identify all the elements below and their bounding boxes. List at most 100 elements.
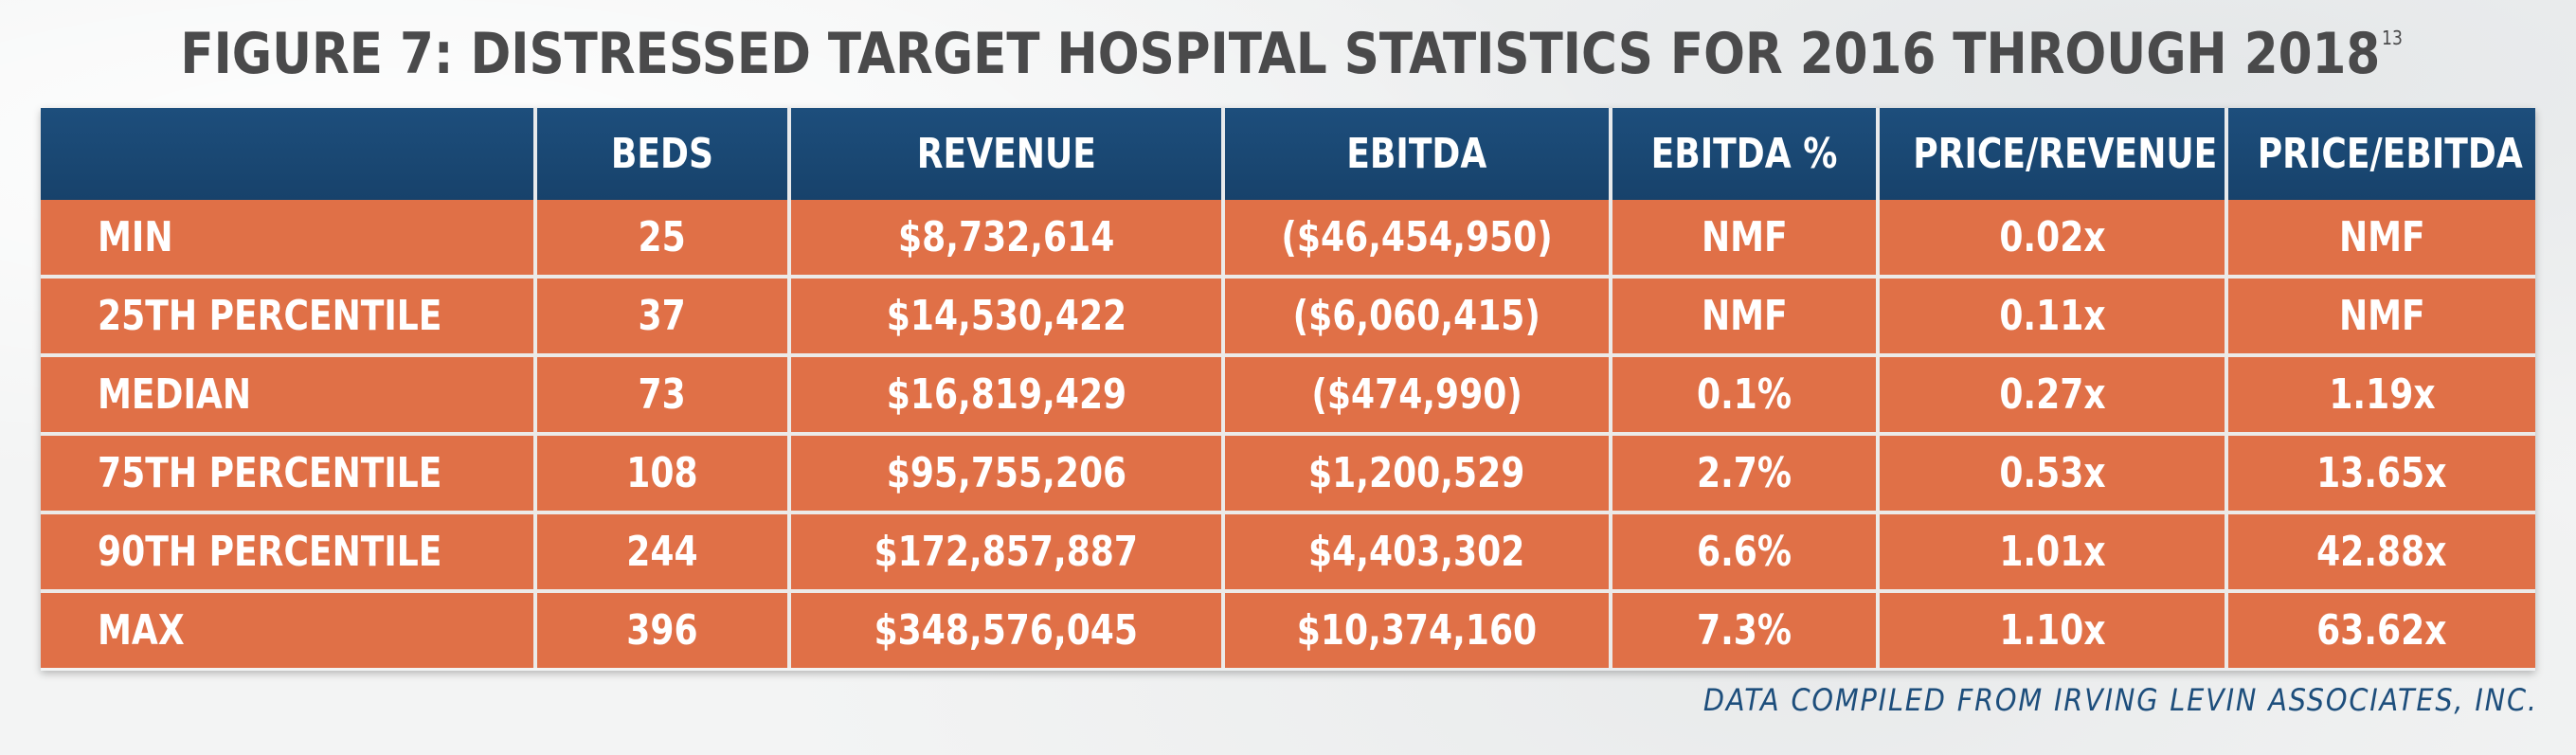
- revenue-cell: $348,576,045: [787, 589, 1223, 668]
- price-revenue-cell: 0.53x: [1876, 432, 2226, 512]
- cell-value: 0.27x: [1998, 370, 2106, 419]
- price-ebitda-cell: NMF: [2225, 275, 2535, 355]
- cell-value: 396: [626, 606, 698, 655]
- cell-value: 1.19x: [2328, 370, 2436, 419]
- cell-value: NMF: [2338, 292, 2425, 340]
- cell-value: 108: [626, 449, 698, 497]
- beds-cell: 396: [533, 589, 789, 668]
- cell-value: 13.65x: [2316, 449, 2447, 497]
- row-label: 25TH PERCENTILE: [98, 292, 442, 340]
- row-label: MEDIAN: [98, 370, 252, 419]
- ebitda-cell: $1,200,529: [1221, 432, 1611, 512]
- table-header: BEDS REVENUE EBITDA EBITDA % PRICE/REVEN…: [41, 108, 2535, 200]
- cell-value: 0.1%: [1696, 370, 1792, 419]
- header-cell-ebitda-percent: EBITDA %: [1609, 108, 1878, 200]
- ebitda-cell: ($46,454,950): [1221, 200, 1611, 277]
- statistics-table: BEDS REVENUE EBITDA EBITDA % PRICE/REVEN…: [41, 108, 2535, 668]
- row-label: 90TH PERCENTILE: [98, 528, 442, 576]
- beds-cell: 244: [533, 511, 789, 591]
- source-credit: DATA COMPILED FROM IRVING LEVIN ASSOCIAT…: [1703, 682, 2538, 718]
- revenue-cell: $8,732,614: [787, 200, 1223, 277]
- ebitda-percent-cell: NMF: [1609, 275, 1878, 355]
- price-revenue-cell: 1.10x: [1876, 589, 2226, 668]
- cell-value: 0.11x: [1998, 292, 2106, 340]
- price-ebitda-cell: 13.65x: [2225, 432, 2535, 512]
- cell-value: $4,403,302: [1308, 528, 1525, 576]
- cell-value: ($46,454,950): [1281, 213, 1553, 261]
- statistics-table-container: BEDS REVENUE EBITDA EBITDA % PRICE/REVEN…: [41, 108, 2535, 671]
- cell-value: $348,576,045: [874, 606, 1139, 655]
- price-revenue-cell: 0.11x: [1876, 275, 2226, 355]
- header-label: REVENUE: [916, 130, 1096, 178]
- ebitda-percent-cell: 6.6%: [1609, 511, 1878, 591]
- revenue-cell: $14,530,422: [787, 275, 1223, 355]
- cell-value: $172,857,887: [874, 528, 1139, 576]
- cell-value: ($6,060,415): [1292, 292, 1541, 340]
- row-label-cell: 75TH PERCENTILE: [41, 432, 535, 512]
- cell-value: $1,200,529: [1308, 449, 1525, 497]
- ebitda-cell: $10,374,160: [1221, 589, 1611, 668]
- beds-cell: 73: [533, 353, 789, 434]
- cell-value: 7.3%: [1696, 606, 1792, 655]
- cell-value: 1.01x: [1998, 528, 2106, 576]
- revenue-cell: $95,755,206: [787, 432, 1223, 512]
- row-label-cell: 90TH PERCENTILE: [41, 511, 535, 591]
- beds-cell: 25: [533, 200, 789, 277]
- figure-title-text: FIGURE 7: DISTRESSED TARGET HOSPITAL STA…: [180, 21, 2381, 87]
- cell-value: 1.10x: [1998, 606, 2106, 655]
- cell-value: 37: [638, 292, 687, 340]
- header-label: PRICE/REVENUE: [1913, 130, 2218, 178]
- header-label: EBITDA: [1346, 130, 1487, 178]
- revenue-cell: $16,819,429: [787, 353, 1223, 434]
- cell-value: $10,374,160: [1296, 606, 1538, 655]
- table-body: MIN 25 $8,732,614 ($46,454,950) NMF 0.02…: [41, 200, 2535, 668]
- table-row: MIN 25 $8,732,614 ($46,454,950) NMF 0.02…: [41, 200, 2535, 277]
- header-cell-beds: BEDS: [533, 108, 789, 200]
- cell-value: 42.88x: [2316, 528, 2447, 576]
- price-revenue-cell: 0.02x: [1876, 200, 2226, 277]
- beds-cell: 108: [533, 432, 789, 512]
- row-label-cell: MEDIAN: [41, 353, 535, 434]
- header-label: BEDS: [610, 130, 714, 178]
- price-ebitda-cell: 1.19x: [2225, 353, 2535, 434]
- cell-value: $8,732,614: [897, 213, 1115, 261]
- header-row: BEDS REVENUE EBITDA EBITDA % PRICE/REVEN…: [41, 108, 2535, 200]
- ebitda-percent-cell: NMF: [1609, 200, 1878, 277]
- cell-value: $95,755,206: [886, 449, 1126, 497]
- header-label: PRICE/EBITDA: [2257, 130, 2523, 178]
- price-ebitda-cell: 42.88x: [2225, 511, 2535, 591]
- cell-value: 6.6%: [1696, 528, 1792, 576]
- ebitda-percent-cell: 0.1%: [1609, 353, 1878, 434]
- table-row: MAX 396 $348,576,045 $10,374,160 7.3% 1.…: [41, 589, 2535, 668]
- cell-value: 63.62x: [2316, 606, 2447, 655]
- table-row: 75TH PERCENTILE 108 $95,755,206 $1,200,5…: [41, 432, 2535, 512]
- row-label-cell: MAX: [41, 589, 535, 668]
- header-cell-revenue: REVENUE: [787, 108, 1223, 200]
- price-ebitda-cell: 63.62x: [2225, 589, 2535, 668]
- price-revenue-cell: 1.01x: [1876, 511, 2226, 591]
- ebitda-cell: $4,403,302: [1221, 511, 1611, 591]
- table-row: MEDIAN 73 $16,819,429 ($474,990) 0.1% 0.…: [41, 353, 2535, 434]
- cell-value: $16,819,429: [886, 370, 1126, 419]
- header-label: EBITDA %: [1650, 130, 1838, 178]
- header-cell-ebitda: EBITDA: [1221, 108, 1611, 200]
- header-cell-price-ebitda: PRICE/EBITDA: [2225, 108, 2535, 200]
- cell-value: 0.53x: [1998, 449, 2106, 497]
- price-revenue-cell: 0.27x: [1876, 353, 2226, 434]
- row-label: MIN: [98, 213, 173, 261]
- row-label-cell: 25TH PERCENTILE: [41, 275, 535, 355]
- row-label: 75TH PERCENTILE: [98, 449, 442, 497]
- ebitda-cell: ($6,060,415): [1221, 275, 1611, 355]
- header-cell-price-revenue: PRICE/REVENUE: [1876, 108, 2226, 200]
- cell-value: 73: [638, 370, 687, 419]
- cell-value: 25: [638, 213, 687, 261]
- cell-value: 0.02x: [1998, 213, 2106, 261]
- revenue-cell: $172,857,887: [787, 511, 1223, 591]
- figure-title: FIGURE 7: DISTRESSED TARGET HOSPITAL STA…: [180, 21, 2403, 87]
- ebitda-cell: ($474,990): [1221, 353, 1611, 434]
- cell-value: 244: [626, 528, 698, 576]
- table-row: 90TH PERCENTILE 244 $172,857,887 $4,403,…: [41, 511, 2535, 591]
- cell-value: NMF: [1701, 213, 1788, 261]
- ebitda-percent-cell: 2.7%: [1609, 432, 1878, 512]
- cell-value: $14,530,422: [886, 292, 1126, 340]
